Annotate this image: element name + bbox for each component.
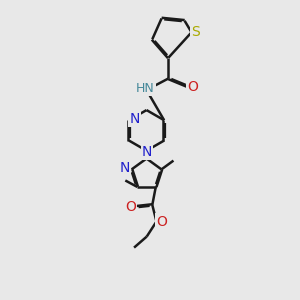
Text: O: O bbox=[156, 214, 167, 229]
Text: O: O bbox=[125, 200, 136, 214]
Text: N: N bbox=[130, 112, 140, 126]
Text: O: O bbox=[187, 80, 198, 94]
Text: S: S bbox=[190, 25, 200, 39]
Text: N: N bbox=[142, 145, 152, 159]
Text: N: N bbox=[120, 161, 130, 175]
Text: HN: HN bbox=[136, 82, 155, 95]
